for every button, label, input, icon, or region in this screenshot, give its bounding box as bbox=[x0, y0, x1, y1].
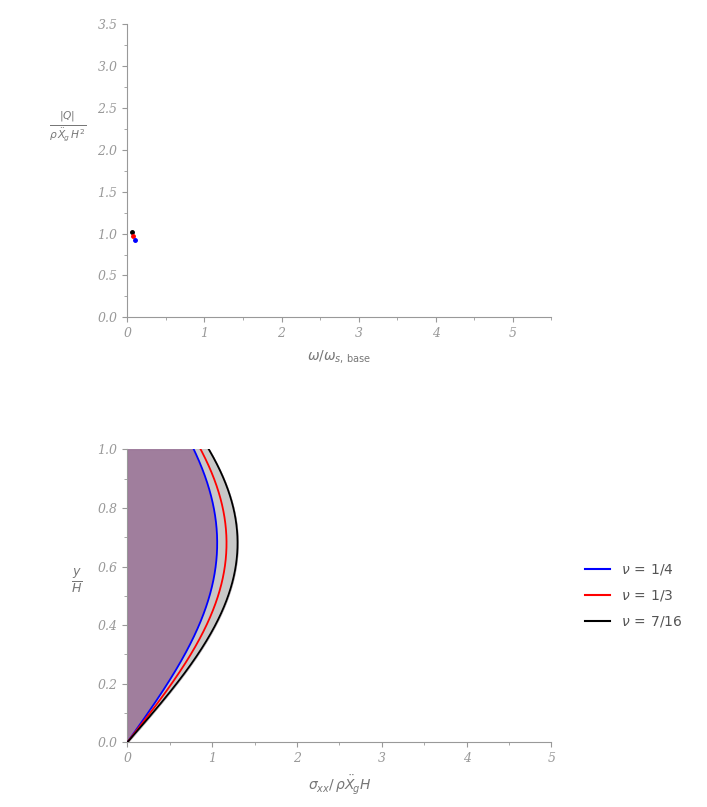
Text: $\frac{y}{H}$: $\frac{y}{H}$ bbox=[71, 567, 82, 596]
X-axis label: $\sigma_{xx}/\,\rho\ddot{X}_{\!g}H$: $\sigma_{xx}/\,\rho\ddot{X}_{\!g}H$ bbox=[308, 773, 371, 797]
X-axis label: $\omega/\omega_{s,\,\mathrm{base}}$: $\omega/\omega_{s,\,\mathrm{base}}$ bbox=[308, 349, 371, 366]
Legend: $\nu\,=\,1/4$, $\nu\,=\,1/3$, $\nu\,=\,7/16$: $\nu\,=\,1/4$, $\nu\,=\,1/3$, $\nu\,=\,7… bbox=[580, 557, 689, 635]
Text: $\frac{|Q|}{\rho\,\ddot{X}_{\!g}\,H^2}$: $\frac{|Q|}{\rho\,\ddot{X}_{\!g}\,H^2}$ bbox=[49, 110, 86, 144]
